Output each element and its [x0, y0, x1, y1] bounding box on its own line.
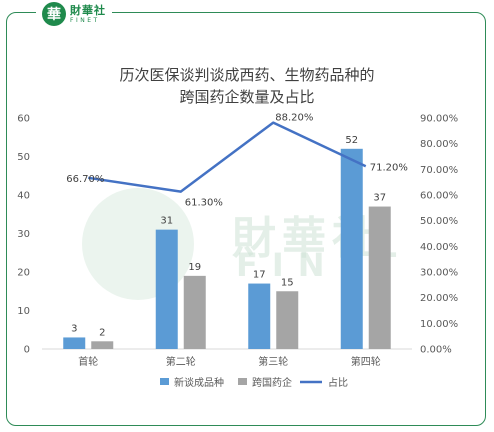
y-right-tick-label: 30.00%: [420, 268, 458, 279]
line-data-label: 66.70%: [66, 174, 104, 185]
chart-title-line2: 跨国药企数量及占比: [179, 88, 315, 106]
y-right-tick-label: 60.00%: [420, 191, 458, 202]
x-tick-label: 第三轮: [258, 355, 288, 368]
y-left-tick-label: 30: [17, 229, 30, 240]
y-right-tick-label: 90.00%: [420, 114, 458, 125]
y-right-tick-label: 70.00%: [420, 165, 458, 176]
bar-data-label: 15: [281, 277, 294, 288]
bar-multinational: [276, 291, 299, 349]
x-tick-label: 第二轮: [166, 355, 196, 368]
bar-data-label: 2: [99, 327, 105, 338]
y-right-tick-label: 20.00%: [420, 293, 458, 304]
bar-data-label: 37: [373, 193, 386, 204]
y-left-tick-label: 50: [17, 152, 30, 163]
line-data-label: 71.20%: [370, 162, 408, 173]
y-left-tick-label: 40: [17, 191, 30, 202]
legend-swatch: [238, 378, 247, 385]
y-right-tick-label: 40.00%: [420, 242, 458, 253]
bar-data-label: 52: [345, 135, 358, 146]
brand-sub: FINET: [70, 16, 100, 24]
bar-data-label: 17: [253, 270, 266, 281]
bar-data-label: 31: [160, 216, 173, 227]
x-tick-label: 第四轮: [351, 355, 381, 368]
y-left-tick-label: 60: [17, 114, 30, 125]
chart-frame: [6, 12, 486, 426]
x-tick-label: 首轮: [78, 355, 98, 368]
legend-label: 新谈成品种: [174, 376, 224, 389]
brand-name: 財華社: [70, 3, 106, 17]
bar-new-products: [155, 229, 178, 349]
legend-swatch: [160, 378, 169, 385]
chart-title-line1: 历次医保谈判谈成西药、生物药品种的: [119, 66, 375, 84]
bar-new-products: [248, 283, 271, 349]
y-left-tick-label: 20: [17, 268, 30, 279]
bar-data-label: 3: [71, 323, 77, 334]
y-left-tick-label: 10: [17, 306, 30, 317]
brand-mark-icon: 華: [42, 2, 66, 26]
y-left-tick-label: 0: [24, 345, 30, 356]
bar-new-products: [63, 337, 86, 349]
bar-multinational: [91, 341, 114, 349]
line-share: [88, 121, 367, 193]
bar-multinational: [183, 275, 206, 349]
y-right-tick-label: 0.00%: [420, 345, 452, 356]
y-right-tick-label: 10.00%: [420, 319, 458, 330]
y-right-tick-label: 80.00%: [420, 139, 458, 150]
bar-multinational: [368, 206, 391, 349]
y-right-tick-label: 50.00%: [420, 216, 458, 227]
bar-new-products: [340, 148, 363, 349]
line-data-label: 88.20%: [275, 113, 313, 124]
bar-data-label: 19: [188, 262, 201, 273]
legend-label: 跨国药企: [252, 376, 292, 389]
line-data-label: 61.30%: [185, 198, 223, 209]
legend-label: 占比: [328, 376, 348, 389]
brand-logo: 華 財華社 FINET: [36, 0, 112, 28]
